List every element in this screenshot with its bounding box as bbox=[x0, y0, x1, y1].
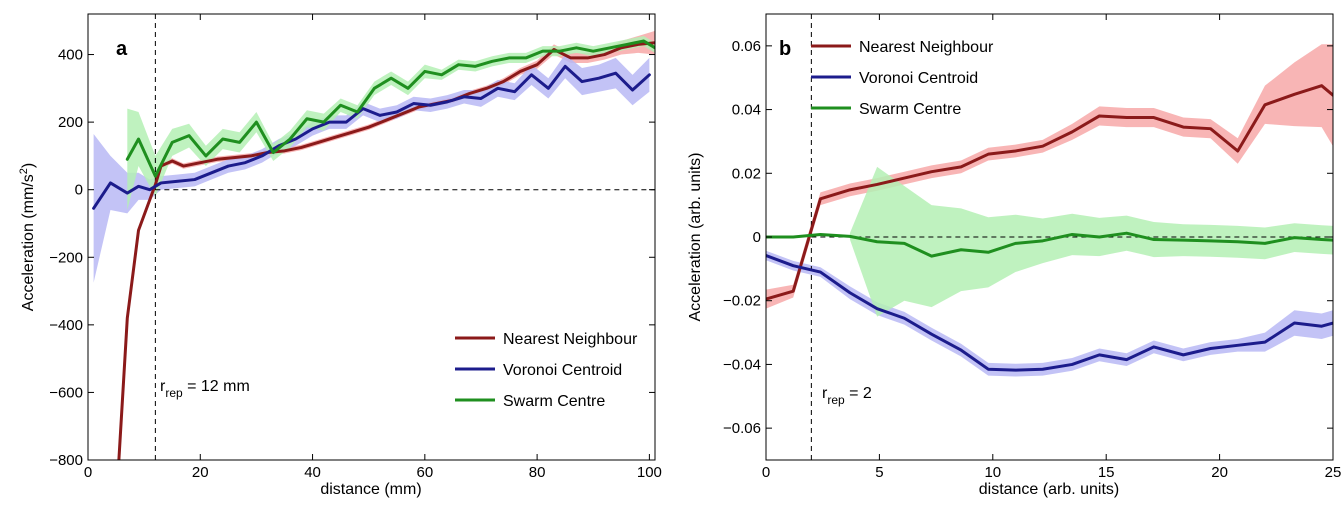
confidence-bands-a bbox=[93, 30, 655, 320]
x-tick-label: 80 bbox=[529, 464, 546, 481]
plot-frame-a bbox=[87, 13, 656, 461]
legend-b: Nearest Neighbour Voronoi Centroid Swarm C… bbox=[811, 39, 994, 118]
x-axis-label-b: distance (arb. units) bbox=[979, 481, 1120, 498]
rrep-b-suffix: = 2 bbox=[845, 385, 872, 402]
y-axis-label-a-close: ) bbox=[20, 163, 37, 168]
legend-label-swarm-centre: Swarm Centre bbox=[859, 101, 961, 118]
x-tick-label: 15 bbox=[1098, 464, 1115, 481]
band-nearest-neighbour-a bbox=[127, 30, 655, 320]
x-tick-label: 60 bbox=[416, 464, 433, 481]
series-lines-a bbox=[92, 39, 655, 460]
legend-label-swarm-centre: Swarm Centre bbox=[503, 393, 605, 410]
series-line-voronoi-centroid-b bbox=[766, 253, 1333, 372]
x-axis-label-a: distance (mm) bbox=[320, 481, 421, 498]
y-tick-label: 0.02 bbox=[732, 165, 761, 182]
y-axis-label-b: Acceleration (arb. units) bbox=[687, 153, 704, 322]
panel-label-a: a bbox=[116, 38, 128, 60]
confidence-bands-b bbox=[766, 44, 1333, 377]
band-swarm-centre-a bbox=[127, 35, 655, 210]
x-tick-label: 20 bbox=[1211, 464, 1228, 481]
x-tick-label: 0 bbox=[762, 464, 770, 481]
series-line-nearest-neighbour-b bbox=[766, 84, 1333, 301]
legend-label-nearest-neighbour: Nearest Neighbour bbox=[503, 331, 638, 348]
reference-lines-b bbox=[810, 14, 1333, 460]
chart-panel-b: 0 5 10 15 20 25 −0.06 −0.04 −0.02 0 0.02 0.04 0.06 b… bbox=[687, 13, 1341, 498]
rrep-a-sub: rep bbox=[165, 386, 183, 400]
x-tick-label: 20 bbox=[192, 464, 209, 481]
x-tick-label: 100 bbox=[637, 464, 662, 481]
y-tick-label: −0.02 bbox=[723, 293, 761, 310]
rrep-a-prefix: r bbox=[160, 378, 166, 395]
series-line-swarm-centre-b bbox=[766, 231, 1333, 258]
reference-lines-a bbox=[154, 14, 655, 460]
chart-panel-a: 0 20 40 60 80 100 −800 −600 −400 −200 0 200 400 a di… bbox=[18, 13, 662, 498]
series-line-swarm-centre-a bbox=[125, 39, 655, 178]
axis-ticks-b: 0 5 10 15 20 25 −0.06 −0.04 −0.02 0 0.02 0.04 0.06 bbox=[723, 14, 1341, 481]
series-lines-b bbox=[766, 84, 1333, 372]
y-axis-label-a-sup: 2 bbox=[18, 168, 30, 174]
y-tick-label: 0 bbox=[75, 182, 83, 199]
y-axis-label-a-main: Acceleration (mm/s bbox=[20, 174, 37, 311]
y-tick-label: −400 bbox=[49, 317, 83, 334]
x-tick-label: 25 bbox=[1325, 464, 1342, 481]
rrep-annotation-a: rrep = 12 mm bbox=[160, 378, 250, 400]
y-tick-label: 0.06 bbox=[732, 38, 761, 55]
rrep-a-suffix: = 12 mm bbox=[183, 378, 250, 395]
y-tick-label: 0.04 bbox=[732, 102, 761, 119]
y-tick-label: −800 bbox=[49, 452, 83, 469]
rrep-annotation-b: rrep = 2 bbox=[822, 385, 872, 407]
legend-label-voronoi-centroid: Voronoi Centroid bbox=[859, 70, 978, 87]
x-tick-label: 5 bbox=[875, 464, 883, 481]
y-tick-label: −600 bbox=[49, 384, 83, 401]
y-tick-label: 200 bbox=[58, 114, 83, 131]
axis-ticks-a: 0 20 40 60 80 100 −800 −600 −400 −200 0 200 400 bbox=[49, 14, 662, 481]
legend-label-voronoi-centroid: Voronoi Centroid bbox=[503, 362, 622, 379]
x-tick-label: 10 bbox=[984, 464, 1001, 481]
y-axis-label-a: Acceleration (mm/s2) bbox=[18, 163, 37, 311]
band-voronoi-centroid-b bbox=[766, 250, 1333, 377]
y-tick-label: −200 bbox=[49, 249, 83, 266]
rrep-b-prefix: r bbox=[822, 385, 828, 402]
y-tick-label: −0.06 bbox=[723, 420, 761, 437]
legend-a: Nearest Neighbour Voronoi Centroid Swarm C… bbox=[455, 331, 638, 410]
y-tick-label: 0 bbox=[753, 229, 761, 246]
series-line-voronoi-centroid-a bbox=[92, 64, 651, 210]
y-tick-label: −0.04 bbox=[723, 356, 761, 373]
band-voronoi-centroid-a bbox=[93, 54, 650, 283]
legend-label-nearest-neighbour: Nearest Neighbour bbox=[859, 39, 994, 56]
x-tick-label: 0 bbox=[84, 464, 92, 481]
y-tick-label: 400 bbox=[58, 47, 83, 64]
rrep-b-sub: rep bbox=[827, 393, 845, 407]
panel-label-b: b bbox=[779, 38, 791, 60]
x-tick-label: 40 bbox=[304, 464, 321, 481]
band-nearest-neighbour-b bbox=[766, 44, 1333, 309]
band-swarm-centre-b bbox=[849, 166, 1333, 317]
